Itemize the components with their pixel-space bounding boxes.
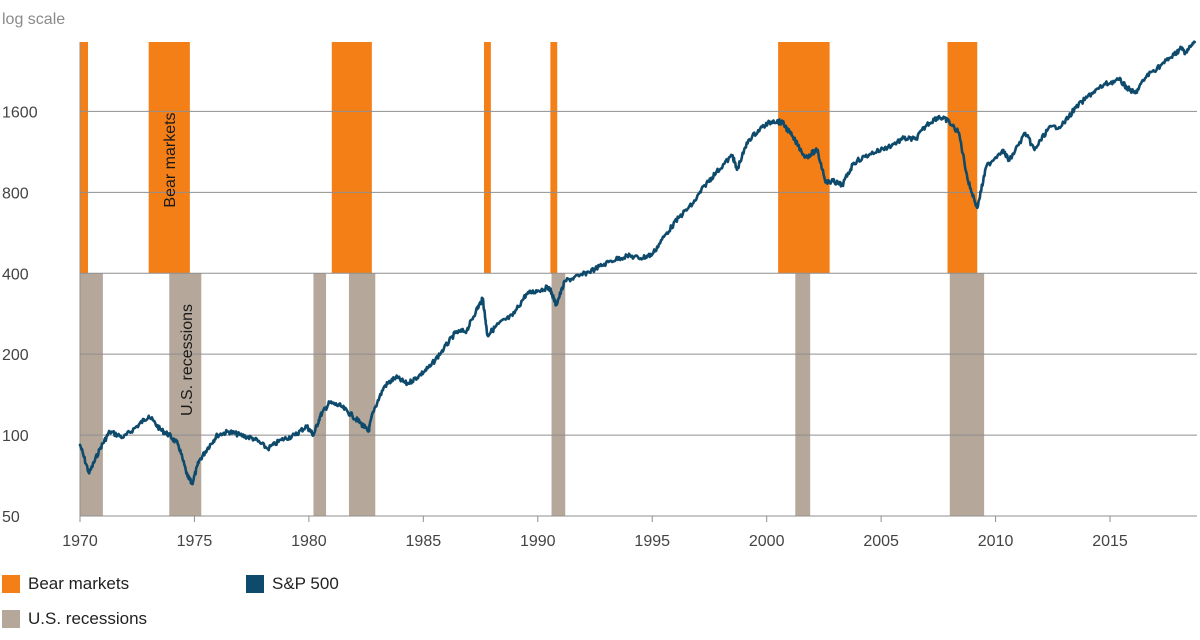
y-axis-scale-note: log scale (2, 11, 65, 28)
legend-swatch-recessions (2, 610, 20, 628)
x-tick-label: 1990 (520, 533, 556, 550)
recessions-band-label: U.S. recessions (179, 304, 196, 416)
y-tick-label: 100 (2, 428, 29, 445)
x-tick-label: 2005 (863, 533, 899, 550)
sp500-series-line (78, 40, 1196, 486)
x-tick-label: 1970 (62, 533, 98, 550)
bear-market-band (483, 42, 491, 274)
y-tick-label: 800 (2, 185, 29, 202)
y-tick-label: 1600 (2, 104, 38, 121)
legend-label-recessions: U.S. recessions (28, 609, 148, 628)
bear-market-band (947, 42, 978, 274)
series-layer (78, 40, 1196, 486)
x-tick-label: 2015 (1092, 533, 1128, 550)
y-tick-label: 50 (2, 509, 20, 526)
bear-market-band (148, 42, 190, 274)
legend-swatch-sp500 (246, 575, 264, 593)
legend-label-sp500: S&P 500 (272, 574, 339, 593)
recession-band (348, 273, 376, 516)
recession-band (551, 273, 566, 516)
recession-band (313, 273, 327, 516)
bear-market-band (550, 42, 558, 274)
bear-market-band (80, 42, 89, 274)
recession-band (80, 273, 103, 516)
gridlines (79, 42, 1197, 522)
bands-layer (80, 42, 985, 516)
x-tick-label: 2010 (978, 533, 1014, 550)
chart-legend: Bear markets U.S. recessions S&P 500 (0, 568, 520, 638)
bear-markets-band-label: Bear markets (162, 112, 179, 207)
tick-labels: 50 100 200 400 800 1600 1970 1975 1980 1985 1990 19… (2, 104, 1128, 550)
x-tick-label: 1985 (406, 533, 442, 550)
x-tick-label: 2000 (749, 533, 785, 550)
recession-band (949, 273, 985, 516)
x-tick-label: 1980 (291, 533, 327, 550)
y-tick-label: 400 (2, 266, 29, 283)
legend-swatch-bear-markets (2, 575, 20, 593)
x-tick-label: 1995 (634, 533, 670, 550)
bear-market-band (331, 42, 372, 274)
y-tick-label: 200 (2, 347, 29, 364)
legend-item-sp500: S&P 500 (246, 574, 339, 594)
legend-item-recessions: U.S. recessions (2, 609, 147, 629)
legend-item-bear-markets: Bear markets (2, 574, 129, 594)
x-tick-label: 1975 (177, 533, 213, 550)
recession-band (795, 273, 811, 516)
legend-label-bear-markets: Bear markets (28, 574, 130, 593)
